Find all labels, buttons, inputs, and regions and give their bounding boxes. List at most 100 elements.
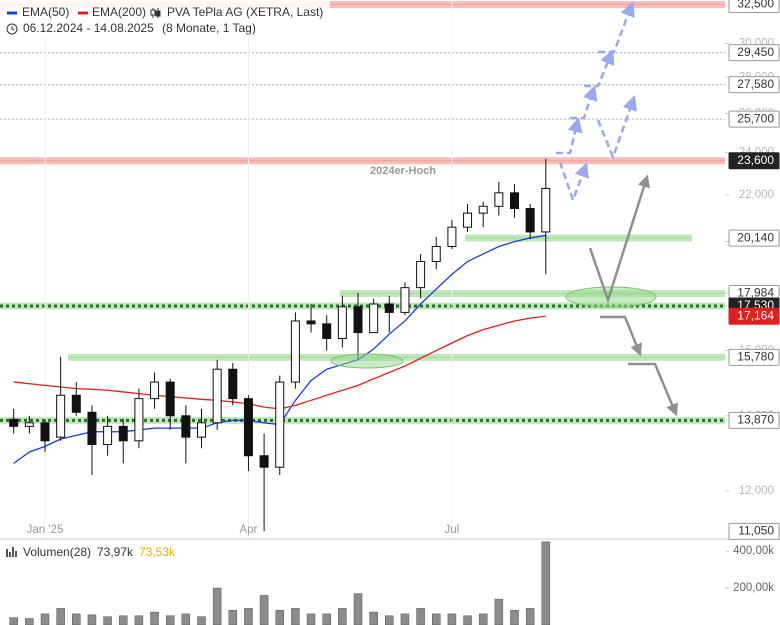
x-tick-label: Jan '25 [27, 524, 64, 536]
volume-tick-label: 400,00k [733, 545, 774, 557]
level-label: 20,140 [737, 230, 774, 244]
candle-body [494, 192, 504, 207]
levels: 12,00014,00016,00018,00020,00022,00024,0… [0, 0, 774, 497]
clock-icon [6, 23, 18, 35]
volume-bar [353, 593, 363, 625]
volume-bar [259, 595, 269, 625]
candle-body [463, 212, 473, 228]
candle-body [447, 226, 457, 247]
level-label: 13,870 [737, 412, 774, 426]
volume-bar [72, 613, 81, 625]
candle-body [9, 418, 19, 427]
level-label: 23,600 [737, 153, 774, 167]
level-label: 25,700 [737, 111, 774, 125]
volume-legend: Volumen(28) 73,97k 73,53k [6, 545, 176, 559]
arrow [558, 161, 589, 204]
arrow [628, 362, 678, 417]
level-label: 32,500 [737, 0, 774, 11]
volume-stat: 73,97k [97, 545, 134, 559]
level-label: 29,450 [737, 45, 774, 59]
arrow [570, 85, 598, 120]
volume-bar [385, 615, 394, 625]
volume-bar [463, 615, 472, 625]
candle-body [337, 306, 347, 339]
level-label-box [728, 229, 780, 247]
volume-bar [244, 608, 253, 625]
legend-label: EMA(200) [92, 5, 146, 19]
volume-bar [432, 613, 441, 625]
level-label: 15,780 [737, 349, 774, 363]
candle-body [431, 245, 441, 263]
candle-body [197, 422, 206, 438]
volume-bar [228, 609, 238, 625]
volume-title: Volumen(28) [23, 545, 91, 559]
arrow [596, 95, 638, 161]
volume-stat: 73,53k [139, 545, 176, 559]
volume-bar [119, 615, 128, 625]
volume-bar [306, 613, 316, 625]
candle-body [478, 205, 488, 214]
volume-bar [525, 608, 535, 625]
level-label-box [728, 348, 780, 366]
volume-bar [9, 617, 18, 625]
arrow [588, 174, 650, 304]
volume-bar [494, 598, 504, 625]
legend-label: EMA(50) [22, 5, 69, 19]
level-label-box [728, 0, 780, 13]
level-label-box [728, 44, 780, 62]
level-label-box [728, 522, 780, 540]
volume-bar [134, 615, 144, 625]
candle-body [322, 323, 332, 339]
candle-body [275, 381, 285, 468]
arrow [584, 49, 615, 88]
candle-body [40, 422, 50, 442]
candle-body [134, 398, 144, 442]
candle-body [56, 394, 66, 438]
candle-icon [150, 8, 161, 18]
candle-body [541, 187, 551, 233]
level-label-box [728, 76, 780, 94]
volume-bar [56, 608, 65, 625]
annotation: 2024er-Hoch [370, 165, 436, 177]
volume-bar [400, 613, 410, 625]
candle-body [24, 422, 34, 427]
volume-bar [197, 616, 206, 625]
volume-bar [212, 587, 222, 625]
volume-bar [369, 611, 378, 625]
candle-body [243, 398, 253, 457]
volume-bar [103, 616, 112, 625]
candle-body [103, 425, 113, 446]
volume-bar [510, 609, 519, 625]
zone-ellipse [330, 353, 404, 369]
volume-bar [40, 613, 50, 625]
volume-bar [275, 609, 284, 625]
candle-body [290, 320, 300, 383]
arrow [600, 315, 643, 357]
volume-bar [150, 611, 159, 625]
candle-body [212, 368, 222, 424]
y-tick-label: 22,000 [739, 189, 774, 201]
legend-bg [0, 0, 330, 38]
volume-bar [416, 608, 425, 625]
candle-body [510, 192, 519, 210]
candle-body [400, 287, 410, 313]
level-label-box [728, 411, 780, 429]
candle-body [150, 381, 160, 400]
level-label: 17,984 [737, 286, 774, 300]
x-tick-label: Apr [239, 524, 257, 536]
level-label: 27,580 [737, 77, 774, 91]
y-tick-label: 12,000 [739, 485, 774, 497]
volume-tick-label: 200,00k [733, 582, 774, 594]
volume-bar [541, 541, 551, 625]
volume-bar [165, 615, 175, 625]
volume-bar [478, 613, 488, 625]
volume-bar [338, 608, 347, 625]
level-label-box [728, 307, 780, 325]
plot: Jan '25 Apr Jul [9, 0, 551, 538]
level-label: 17,164 [737, 308, 774, 322]
candle-body [369, 303, 379, 334]
candle-body [416, 261, 426, 289]
volume-bar [181, 613, 191, 625]
volume-icon [6, 547, 17, 557]
